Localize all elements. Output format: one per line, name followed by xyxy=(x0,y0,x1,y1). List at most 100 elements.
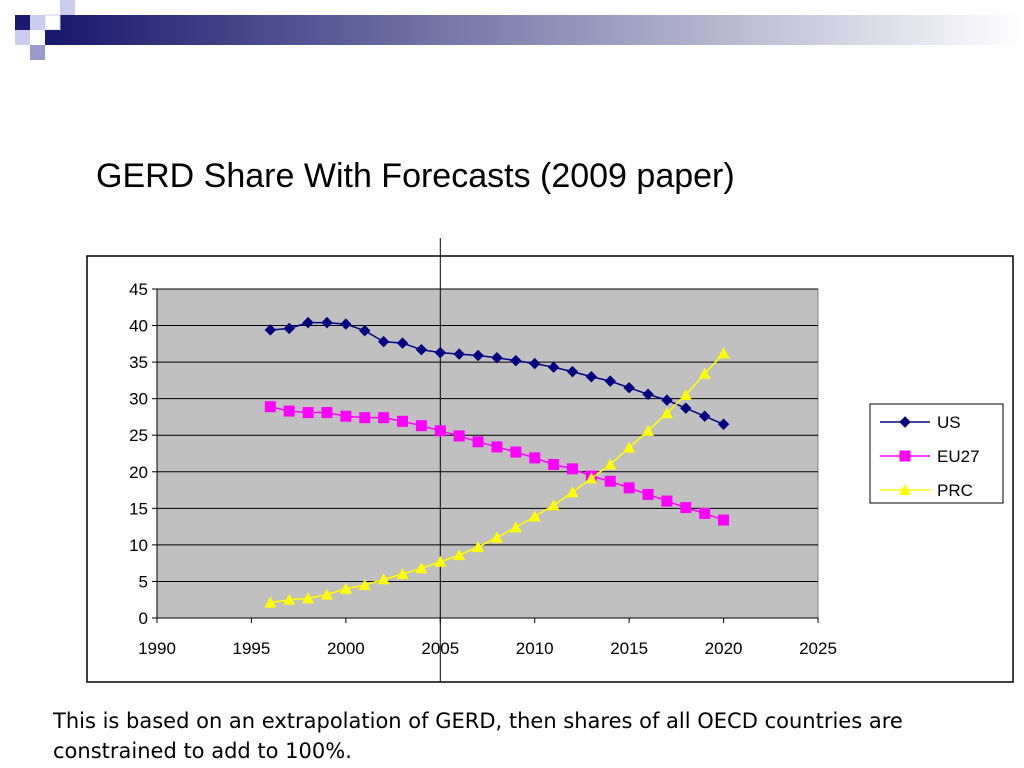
deco-square xyxy=(15,30,30,45)
header-gradient-bar xyxy=(60,15,1024,45)
data-point-prc xyxy=(528,510,541,522)
data-point-us xyxy=(453,348,465,360)
data-point-us xyxy=(642,388,654,400)
data-point-eu27 xyxy=(718,514,730,526)
data-point-us xyxy=(434,346,446,359)
data-point-prc xyxy=(358,579,371,591)
legend-label-us: US xyxy=(937,413,961,432)
y-tick-label: 10 xyxy=(129,536,148,555)
data-point-prc xyxy=(320,588,333,600)
data-point-us xyxy=(680,402,692,414)
data-point-prc xyxy=(604,458,617,470)
data-point-prc xyxy=(585,472,598,484)
data-point-prc xyxy=(717,347,730,359)
legend-marker-us xyxy=(899,416,911,428)
data-point-prc xyxy=(339,582,352,594)
data-point-prc xyxy=(415,562,428,574)
x-tick-label: 2010 xyxy=(516,639,554,658)
slide-title: GERD Share With Forecasts (2009 paper) xyxy=(96,157,735,195)
y-tick-label: 5 xyxy=(139,572,148,591)
legend-marker-eu27 xyxy=(899,450,911,462)
data-point-eu27 xyxy=(642,488,654,500)
data-point-us xyxy=(623,381,635,394)
data-point-prc xyxy=(302,592,315,604)
data-point-eu27 xyxy=(283,405,295,417)
slide-decoration xyxy=(15,0,1024,60)
data-point-eu27 xyxy=(434,425,446,437)
data-point-us xyxy=(302,316,314,329)
y-tick-label: 0 xyxy=(139,609,148,628)
data-point-eu27 xyxy=(302,407,314,419)
data-point-us xyxy=(529,357,541,370)
legend-label-prc: PRC xyxy=(937,481,973,500)
data-point-prc xyxy=(283,593,296,605)
data-point-eu27 xyxy=(397,415,409,427)
data-point-eu27 xyxy=(566,463,578,475)
data-point-prc xyxy=(679,389,692,401)
data-point-us xyxy=(377,335,390,348)
data-point-eu27 xyxy=(359,412,371,424)
data-point-eu27 xyxy=(491,441,503,453)
data-point-us xyxy=(472,349,484,362)
y-tick-label: 20 xyxy=(129,463,148,482)
data-point-prc xyxy=(434,555,447,567)
data-point-prc xyxy=(547,499,560,511)
data-point-eu27 xyxy=(453,430,465,442)
y-tick-label: 25 xyxy=(129,426,148,445)
data-point-us xyxy=(661,394,673,406)
data-point-us xyxy=(491,352,503,364)
data-point-us xyxy=(396,337,409,349)
y-tick-label: 45 xyxy=(129,280,148,299)
data-point-eu27 xyxy=(321,407,333,419)
data-point-us xyxy=(604,375,616,387)
data-point-prc xyxy=(490,531,503,543)
data-point-prc xyxy=(642,424,655,436)
slide-footnote: This is based on an extrapolation of GER… xyxy=(53,709,903,763)
data-point-prc xyxy=(623,441,636,453)
data-point-eu27 xyxy=(340,410,352,422)
deco-square xyxy=(15,15,30,30)
data-point-eu27 xyxy=(529,452,541,464)
data-point-prc xyxy=(566,486,579,498)
x-tick-label: 2015 xyxy=(610,639,648,658)
x-tick-label: 1990 xyxy=(138,639,176,658)
data-point-us xyxy=(510,354,522,367)
x-tick-label: 2025 xyxy=(799,639,837,658)
deco-square xyxy=(45,30,60,45)
data-point-prc xyxy=(509,521,522,533)
data-point-prc xyxy=(472,541,485,553)
data-point-eu27 xyxy=(415,420,427,432)
data-point-eu27 xyxy=(548,458,560,470)
legend-label-eu27: EU27 xyxy=(937,447,980,466)
y-tick-label: 30 xyxy=(129,390,148,409)
data-point-eu27 xyxy=(264,401,276,413)
data-point-us xyxy=(264,324,277,336)
data-point-eu27 xyxy=(510,446,522,458)
data-point-eu27 xyxy=(623,482,635,494)
data-point-us xyxy=(359,324,371,337)
data-point-prc xyxy=(660,407,673,419)
data-point-prc xyxy=(396,568,409,580)
data-point-us xyxy=(717,418,730,430)
data-point-us xyxy=(283,322,295,335)
plot-area xyxy=(156,288,819,619)
data-point-eu27 xyxy=(472,436,484,448)
data-point-us xyxy=(585,371,598,383)
data-point-prc xyxy=(377,573,390,585)
data-point-us xyxy=(566,365,579,378)
data-point-prc xyxy=(698,367,711,379)
data-point-eu27 xyxy=(661,495,673,507)
data-point-eu27 xyxy=(699,507,711,519)
data-point-eu27 xyxy=(680,502,692,514)
legend-box xyxy=(869,403,1004,504)
data-point-us xyxy=(547,361,560,373)
data-point-eu27 xyxy=(378,412,390,424)
x-tick-label: 1995 xyxy=(233,639,271,658)
data-point-us xyxy=(321,316,333,329)
y-tick-label: 15 xyxy=(129,499,148,518)
y-tick-label: 40 xyxy=(129,317,148,336)
data-point-us xyxy=(698,410,711,422)
data-point-prc xyxy=(453,549,466,561)
y-tick-label: 35 xyxy=(129,353,148,372)
